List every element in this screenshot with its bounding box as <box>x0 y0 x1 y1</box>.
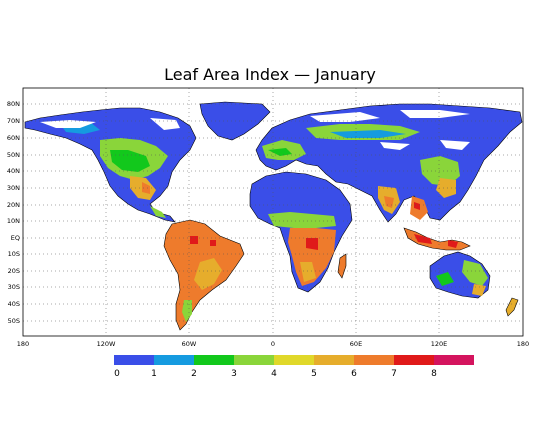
madagascar-landmass <box>337 253 347 279</box>
legend-swatch-7 <box>394 355 434 365</box>
map-area <box>22 87 524 337</box>
legend-label: 5 <box>311 369 317 379</box>
map-frame <box>22 87 524 337</box>
legend-label: 7 <box>391 369 397 379</box>
lat-label: 70N <box>7 117 20 125</box>
legend-label: 3 <box>231 369 237 379</box>
lon-label: 120W <box>97 340 116 348</box>
legend-swatch-6 <box>354 355 394 365</box>
legend-label: 4 <box>271 369 277 379</box>
lat-label: EQ <box>11 234 20 242</box>
lat-label: 20N <box>7 201 20 209</box>
lat-label: 50S <box>8 317 20 325</box>
legend-label: 1 <box>151 369 157 379</box>
lon-label: 180 <box>517 340 529 348</box>
legend-swatch-1 <box>154 355 194 365</box>
lat-label: 30N <box>7 184 20 192</box>
longitude-labels: 180 120W 60W 0 60E 120E 180 <box>17 340 529 348</box>
lat-label: 40N <box>7 167 20 175</box>
legend-label: 2 <box>191 369 197 379</box>
legend-swatch-5 <box>314 355 354 365</box>
lat-label: 10S <box>8 250 20 258</box>
lat-label: 10N <box>7 217 20 225</box>
lat-label: 50N <box>7 151 20 159</box>
legend-label: 0 <box>114 369 120 379</box>
legend-swatch-4 <box>274 355 314 365</box>
lon-label: 60W <box>182 340 197 348</box>
lat-label: 60N <box>7 134 20 142</box>
lat-label: 30S <box>8 283 20 291</box>
legend-swatch-8 <box>434 355 474 365</box>
color-legend: 0 1 2 3 4 5 6 7 8 <box>114 355 474 379</box>
latitude-labels: 80N 70N 60N 50N 40N 30N 20N 10N EQ 10S 2… <box>7 100 20 325</box>
lat-label: 20S <box>8 267 20 275</box>
legend-label: 8 <box>431 369 437 379</box>
legend-swatch-2 <box>194 355 234 365</box>
legend-swatch-3 <box>234 355 274 365</box>
lon-label: 120E <box>431 340 448 348</box>
legend-label: 6 <box>351 369 357 379</box>
lat-label: 80N <box>7 100 20 108</box>
lon-label: 60E <box>350 340 362 348</box>
lat-label: 40S <box>8 300 20 308</box>
legend-swatch-0 <box>114 355 154 365</box>
new-zealand-landmass <box>505 297 519 317</box>
graticule <box>23 88 523 336</box>
map-title: Leaf Area Index — January <box>164 65 376 84</box>
lon-label: 0 <box>271 340 275 348</box>
no-data-patches <box>40 110 470 150</box>
lon-label: 180 <box>17 340 29 348</box>
